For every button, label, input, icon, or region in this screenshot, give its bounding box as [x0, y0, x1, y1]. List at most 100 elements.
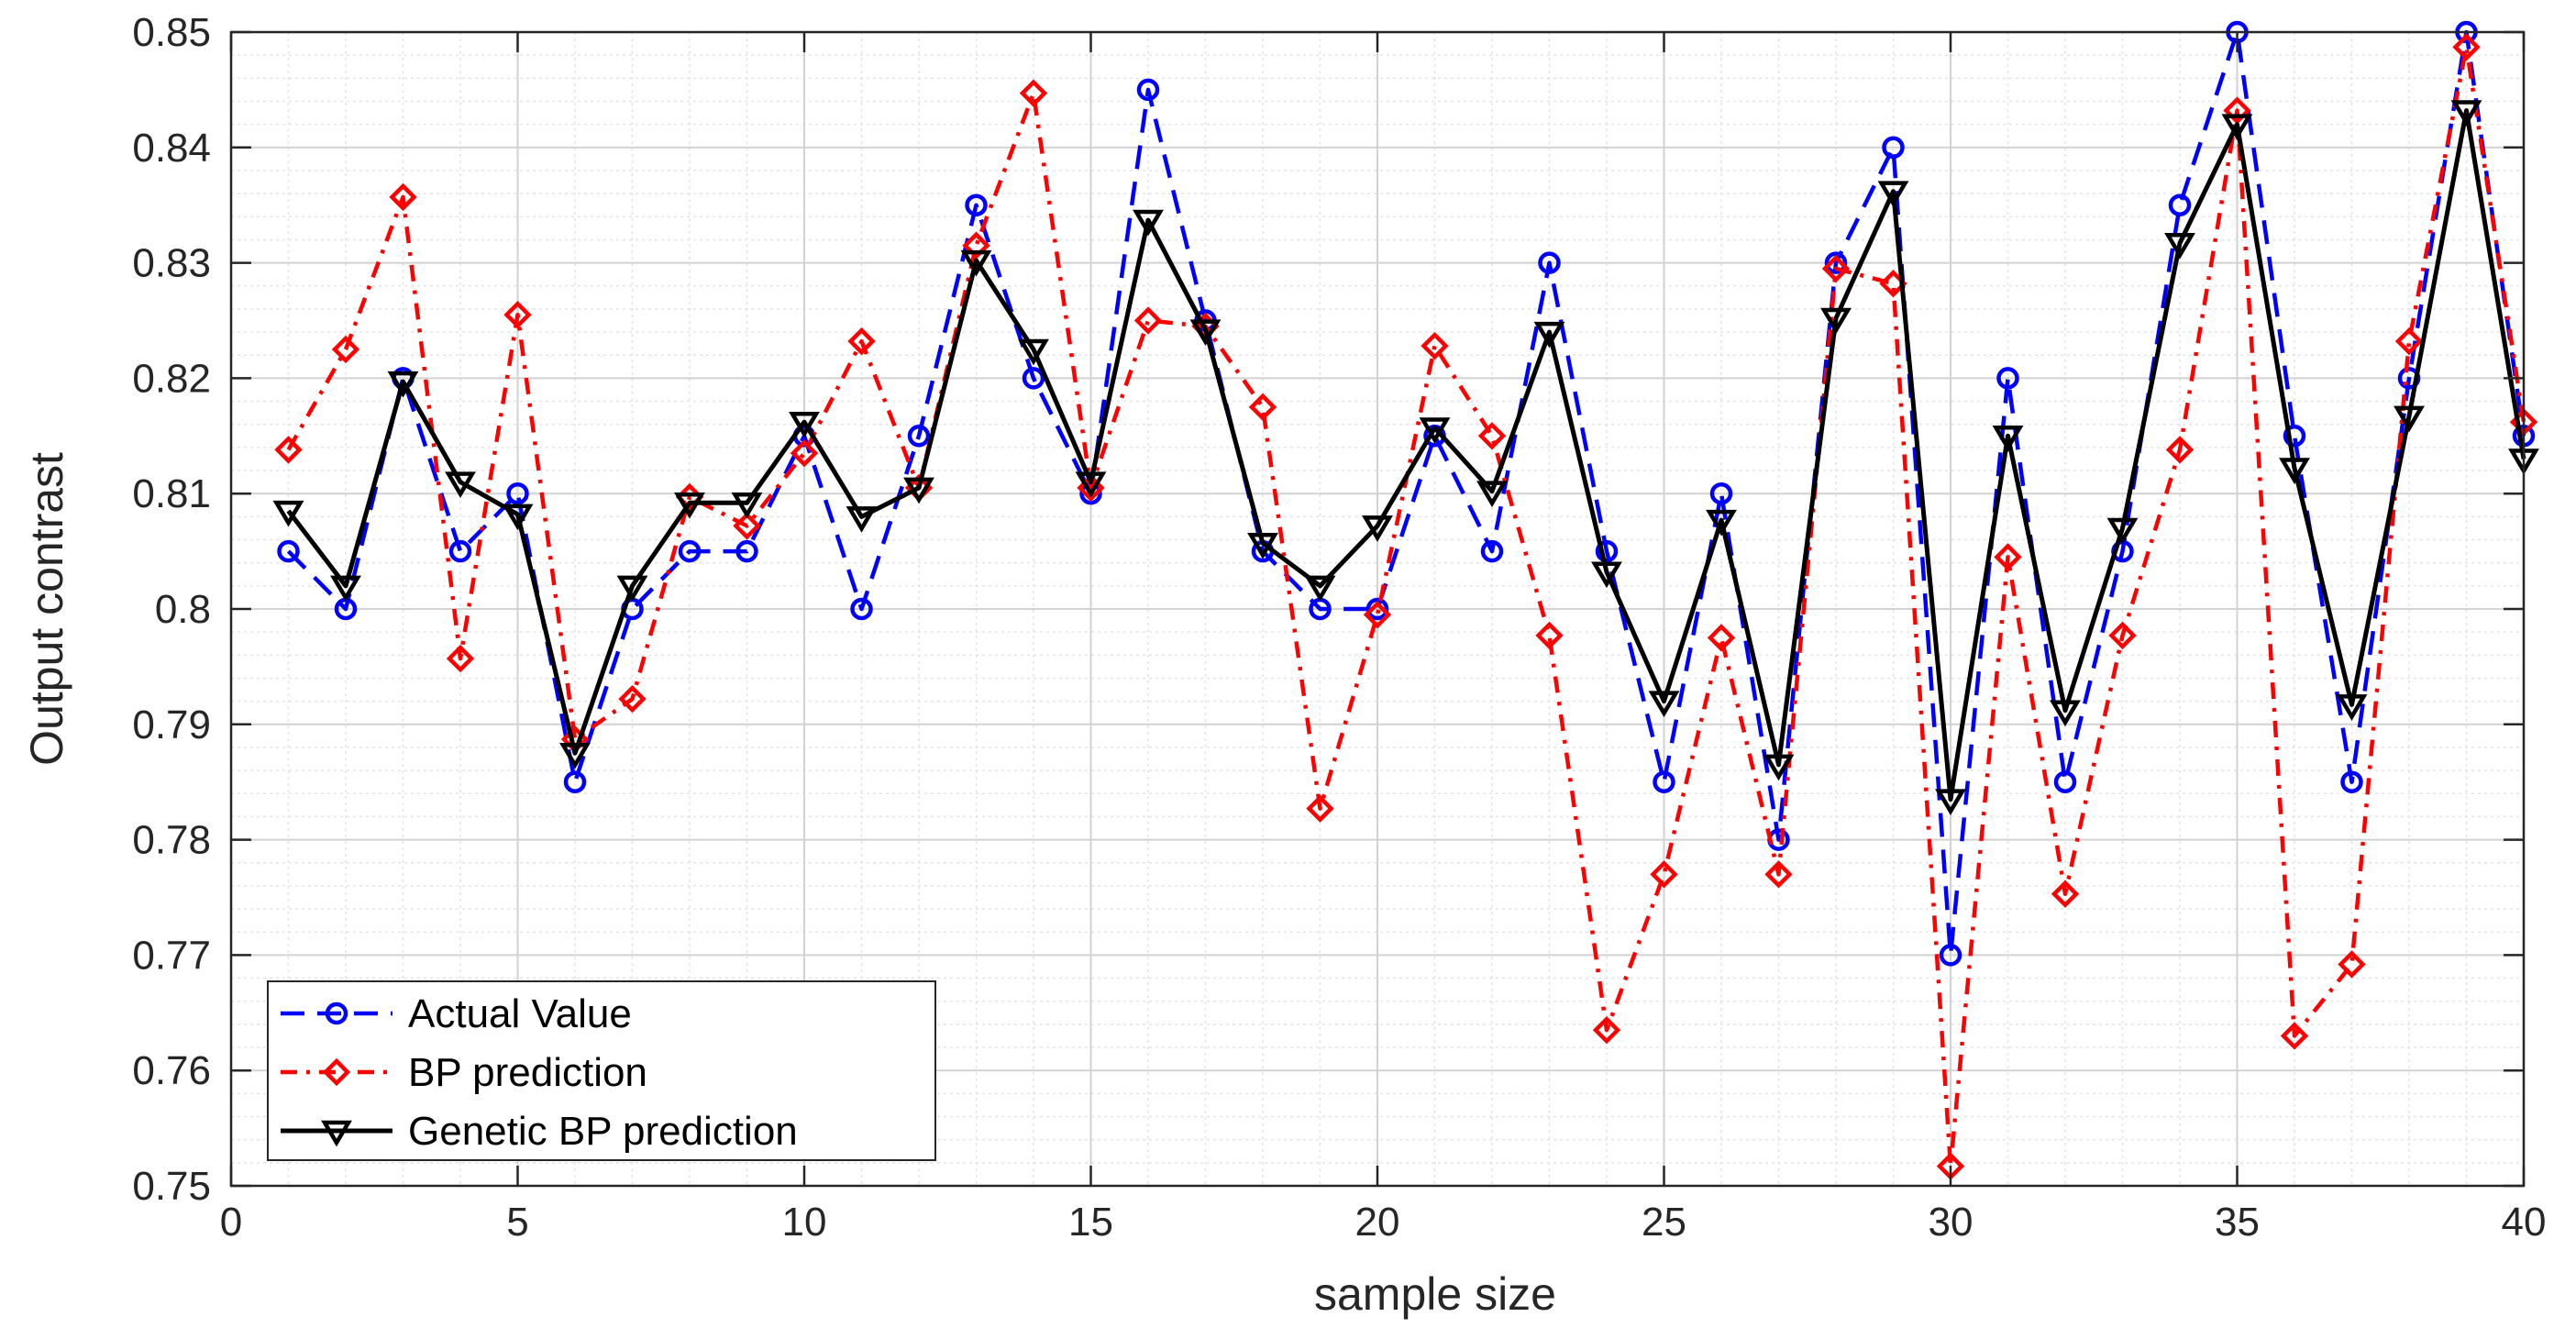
data-point-bp-prediction	[2280, 1022, 2309, 1050]
data-point-bp-prediction	[1821, 254, 1851, 283]
data-point-bp-prediction	[733, 512, 761, 540]
data-point-bp-prediction	[1764, 860, 1793, 889]
y-tick-label: 0.75	[132, 1164, 211, 1209]
data-point-actual-value	[1595, 539, 1619, 563]
data-point-genetic-bp-prediction	[2279, 458, 2310, 484]
data-point-bp-prediction	[2394, 326, 2424, 356]
data-point-bp-prediction	[1707, 624, 1736, 652]
data-point-genetic-bp-prediction	[2106, 517, 2139, 545]
data-point-genetic-bp-prediction	[1189, 319, 1222, 346]
data-point-genetic-bp-prediction	[1247, 533, 1278, 559]
data-point-bp-prediction	[1592, 1015, 1621, 1045]
data-point-genetic-bp-prediction	[731, 492, 763, 519]
legend-entry-actual-value: Actual Value	[281, 991, 632, 1036]
data-point-actual-value	[1882, 136, 1905, 160]
data-point-bp-prediction	[962, 231, 990, 260]
data-point-actual-value	[1022, 367, 1045, 390]
data-point-actual-value	[850, 597, 873, 621]
data-point-bp-prediction	[2165, 436, 2195, 464]
x-tick-label: 20	[1355, 1200, 1400, 1245]
data-point-genetic-bp-prediction	[272, 500, 304, 527]
data-point-actual-value	[1480, 539, 1504, 563]
data-point-genetic-bp-prediction	[1648, 691, 1680, 718]
data-point-genetic-bp-prediction	[2164, 232, 2195, 260]
axis-ticks	[229, 30, 2526, 1188]
data-point-bp-prediction	[446, 644, 475, 673]
x-tick-label: 25	[1642, 1200, 1686, 1245]
data-point-actual-value	[2283, 425, 2306, 448]
data-point-actual-value	[907, 425, 931, 448]
data-point-genetic-bp-prediction	[960, 249, 992, 277]
data-point-actual-value	[1538, 251, 1561, 274]
data-point-actual-value	[1365, 597, 1389, 621]
data-point-genetic-bp-prediction	[1820, 307, 1852, 335]
data-point-genetic-bp-prediction	[559, 743, 591, 769]
data-point-genetic-bp-prediction	[616, 575, 648, 603]
x-tick-label: 40	[2502, 1200, 2547, 1245]
data-point-bp-prediction	[1019, 79, 1048, 107]
data-point-bp-prediction	[1535, 621, 1564, 650]
x-tick-label: 10	[782, 1200, 827, 1245]
data-point-genetic-bp-prediction	[1419, 417, 1451, 444]
data-point-actual-value	[1996, 367, 2019, 390]
x-tick-label: 0	[220, 1200, 242, 1245]
data-point-actual-value	[965, 194, 988, 216]
data-point-bp-prediction	[1248, 393, 1277, 422]
data-point-genetic-bp-prediction	[2450, 100, 2482, 127]
data-point-bp-prediction	[618, 684, 647, 714]
data-point-genetic-bp-prediction	[674, 492, 705, 519]
x-tick-label: 35	[2215, 1200, 2260, 1245]
y-axis-title: Output contrast	[21, 452, 72, 766]
x-tick-label: 30	[1929, 1200, 1973, 1245]
legend-marker-actual-value	[325, 1001, 348, 1025]
data-point-bp-prediction	[2223, 96, 2251, 125]
data-point-genetic-bp-prediction	[1362, 515, 1393, 542]
data-point-genetic-bp-prediction	[1992, 426, 2024, 452]
data-point-actual-value	[1653, 770, 1675, 793]
data-point-bp-prediction	[2338, 950, 2366, 979]
x-tick-label: 5	[506, 1200, 528, 1245]
y-tick-label: 0.8	[155, 587, 211, 632]
y-tick-label: 0.81	[132, 471, 211, 516]
data-point-bp-prediction	[1363, 601, 1392, 629]
data-point-bp-prediction	[1421, 331, 1449, 360]
y-tick-labels: 0.75 0.76 0.77 0.78 0.79 0.8 0.81 0.82 0.83 0.84 0…	[132, 10, 211, 1209]
legend-entry-genetic-bp-prediction: Genetic BP prediction	[281, 1109, 798, 1154]
data-point-actual-value	[277, 539, 300, 563]
data-point-genetic-bp-prediction	[1304, 575, 1336, 603]
data-point-bp-prediction	[1994, 543, 2022, 571]
legend-entry-bp-prediction: BP prediction	[281, 1050, 647, 1095]
x-tick-labels: 0 5 10 15 20 25 30 35 40	[220, 1200, 2547, 1245]
data-point-bp-prediction	[2452, 33, 2481, 61]
data-point-actual-value	[2168, 194, 2192, 216]
y-tick-label: 0.83	[132, 241, 211, 286]
data-point-genetic-bp-prediction	[1533, 321, 1565, 349]
data-point-genetic-bp-prediction	[330, 575, 361, 603]
y-tick-label: 0.76	[132, 1048, 211, 1093]
data-point-genetic-bp-prediction	[789, 411, 820, 438]
data-point-genetic-bp-prediction	[502, 504, 534, 531]
data-point-genetic-bp-prediction	[903, 477, 934, 504]
data-point-bp-prediction	[2051, 880, 2080, 908]
data-point-genetic-bp-prediction	[1018, 338, 1049, 366]
y-tick-label: 0.85	[132, 10, 211, 55]
data-point-actual-value	[1709, 481, 1733, 505]
x-tick-label: 15	[1068, 1200, 1113, 1245]
legend-marker-genetic-bp-prediction	[321, 1120, 352, 1147]
y-tick-label: 0.77	[132, 933, 211, 978]
data-point-genetic-bp-prediction	[1591, 561, 1622, 589]
data-point-actual-value	[1824, 251, 1848, 274]
data-point-bp-prediction	[847, 326, 876, 356]
data-point-genetic-bp-prediction	[2336, 694, 2368, 721]
data-point-bp-prediction	[503, 301, 532, 329]
data-point-actual-value	[2340, 770, 2363, 793]
data-point-genetic-bp-prediction	[2050, 700, 2081, 727]
data-point-bp-prediction	[274, 436, 303, 464]
data-point-genetic-bp-prediction	[1075, 471, 1107, 499]
data-point-actual-value	[2053, 770, 2077, 793]
data-point-bp-prediction	[1650, 860, 1678, 889]
series-line-genetic-bp-prediction	[286, 108, 2526, 802]
data-point-bp-prediction	[1477, 422, 1507, 450]
data-point-genetic-bp-prediction	[1935, 789, 1966, 815]
data-point-bp-prediction	[1133, 306, 1163, 335]
